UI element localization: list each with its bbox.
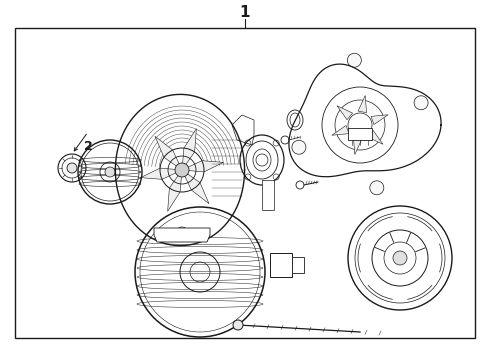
Polygon shape: [168, 170, 182, 211]
Polygon shape: [182, 161, 223, 172]
Polygon shape: [232, 115, 254, 145]
Circle shape: [347, 53, 361, 67]
Polygon shape: [155, 136, 182, 170]
Circle shape: [292, 140, 306, 154]
Polygon shape: [337, 106, 353, 120]
Circle shape: [370, 181, 384, 195]
Text: 1: 1: [240, 5, 250, 19]
FancyBboxPatch shape: [270, 253, 292, 277]
Polygon shape: [332, 126, 349, 135]
Polygon shape: [182, 170, 209, 204]
Circle shape: [67, 163, 77, 173]
Polygon shape: [353, 138, 362, 154]
Circle shape: [105, 167, 115, 177]
Polygon shape: [182, 129, 196, 170]
Circle shape: [233, 320, 243, 330]
Circle shape: [393, 251, 407, 265]
Polygon shape: [371, 115, 388, 125]
FancyBboxPatch shape: [348, 128, 372, 140]
FancyBboxPatch shape: [15, 28, 475, 338]
Polygon shape: [141, 168, 182, 179]
Polygon shape: [368, 130, 383, 144]
Polygon shape: [154, 228, 210, 242]
FancyBboxPatch shape: [292, 257, 304, 273]
FancyBboxPatch shape: [262, 180, 274, 210]
Circle shape: [414, 96, 428, 110]
Circle shape: [175, 163, 189, 177]
Text: 2: 2: [84, 140, 93, 153]
Polygon shape: [358, 95, 367, 113]
